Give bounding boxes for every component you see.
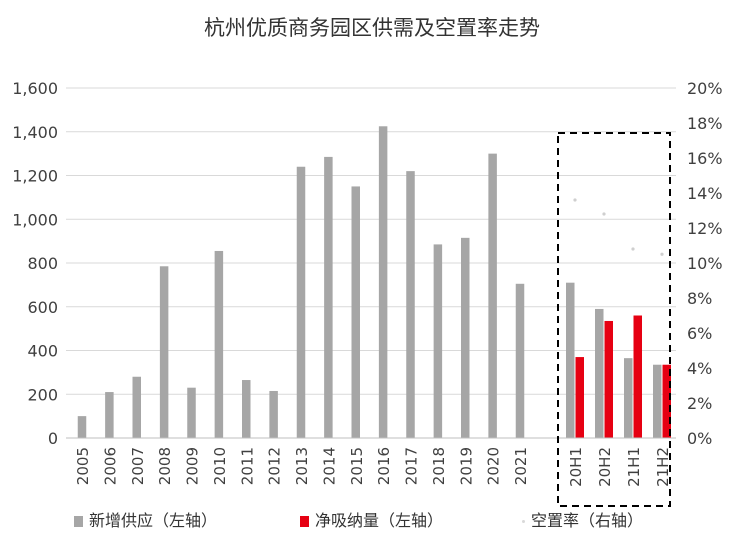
point-vacancy [573, 198, 577, 202]
bar-supply [187, 387, 196, 438]
y-right-tick-label: 10% [687, 254, 723, 273]
bar-absorption [604, 320, 613, 438]
y-left-tick-label: 1,200 [12, 167, 58, 186]
legend-label-supply: 新增供应（左轴） [89, 511, 218, 530]
x-tick-label: 20H2 [596, 447, 614, 487]
x-tick-label: 2020 [485, 447, 503, 485]
y-left-tick-label: 0 [48, 429, 58, 448]
bar-supply [566, 282, 575, 438]
x-tick-label: 2013 [293, 447, 311, 485]
bars [77, 126, 671, 438]
bar-supply [595, 308, 604, 438]
legend-item-supply: 新增供应（左轴） [74, 511, 217, 531]
y-right-tick-label: 18% [687, 114, 723, 133]
bar-absorption [633, 315, 642, 438]
y-right-tick-label: 2% [687, 394, 712, 413]
highlight-box [557, 132, 671, 507]
chart-title: 杭州优质商务园区供需及空置率走势 [204, 16, 540, 40]
y-right-tick-label: 16% [687, 149, 723, 168]
bar-supply [433, 244, 443, 438]
x-tick-label: 2010 [211, 447, 229, 485]
bar-supply [214, 250, 224, 438]
y-right-tick-label: 8% [687, 289, 712, 308]
x-tick-label: 2008 [156, 447, 174, 485]
grid [66, 87, 676, 439]
y-right-tick-label: 6% [687, 324, 712, 343]
y-right-tick-label: 4% [687, 359, 712, 378]
legend-label-absorption: 净吸纳量（左轴） [315, 511, 444, 530]
y-left-tick-label: 600 [27, 298, 58, 317]
points [573, 198, 664, 256]
x-tick-label: 2011 [238, 447, 256, 485]
bar-supply [242, 380, 251, 438]
x-tick-label: 21H1 [625, 447, 643, 487]
legend-item-vacancy: 空置率（右轴） [522, 511, 643, 531]
bar-supply [159, 266, 169, 438]
bar-supply [324, 156, 333, 438]
x-tick-label: 2017 [403, 447, 421, 485]
bar-supply [351, 186, 360, 438]
bar-supply [105, 392, 114, 438]
legend-swatch-vacancy [522, 520, 525, 523]
bar-supply [515, 283, 525, 438]
bar-supply [488, 153, 497, 438]
y-left-tick-label: 200 [27, 385, 58, 404]
x-tick-label: 2021 [512, 447, 530, 485]
y-left-tick-label: 1,000 [12, 210, 58, 229]
x-tick-label: 2007 [129, 447, 147, 485]
point-vacancy [660, 252, 664, 256]
y-right-tick-label: 14% [687, 184, 723, 203]
legend-swatch-supply [74, 516, 83, 527]
bar-supply [406, 171, 415, 438]
bar-supply [653, 364, 662, 438]
legend-item-absorption: 净吸纳量（左轴） [300, 511, 443, 531]
bar-supply [296, 166, 306, 438]
bar-supply [624, 358, 633, 438]
y-right-tick-label: 20% [687, 79, 723, 98]
bar-supply [269, 390, 278, 438]
x-tick-label: 2006 [101, 447, 119, 485]
bar-supply [132, 376, 141, 438]
x-tick-label: 2016 [375, 447, 393, 485]
y-left-tick-label: 800 [27, 254, 58, 273]
bar-absorption [575, 357, 584, 438]
x-tick-label: 2019 [457, 447, 475, 485]
bar-supply [378, 126, 388, 438]
legend-swatch-absorption [300, 516, 309, 527]
point-vacancy [602, 212, 606, 216]
x-tick-label: 2012 [266, 447, 284, 485]
x-tick-label: 2018 [430, 447, 448, 485]
bar-supply [77, 416, 87, 438]
bar-supply [461, 237, 470, 438]
y-left-tick-label: 1,400 [12, 123, 58, 142]
x-tick-label: 21H2 [654, 447, 672, 487]
x-tick-label: 20H1 [567, 447, 585, 487]
point-vacancy [631, 247, 635, 251]
highlight-box-rect [557, 132, 671, 507]
axes: 0 200 400 600 800 1,000 1,200 1,400 1,600 0% 2% 4% 6… [12, 79, 722, 487]
x-tick-label: 2015 [348, 447, 366, 485]
y-left-tick-label: 400 [27, 342, 58, 361]
bar-absorption [662, 364, 671, 438]
legend-label-vacancy: 空置率（右轴） [531, 511, 644, 530]
x-tick-label: 2014 [320, 447, 338, 485]
y-left-tick-label: 1,600 [12, 79, 58, 98]
y-right-tick-label: 0% [687, 429, 712, 448]
x-tick-label: 2009 [184, 447, 202, 485]
y-right-tick-label: 12% [687, 219, 723, 238]
x-tick-label: 2005 [74, 447, 92, 485]
